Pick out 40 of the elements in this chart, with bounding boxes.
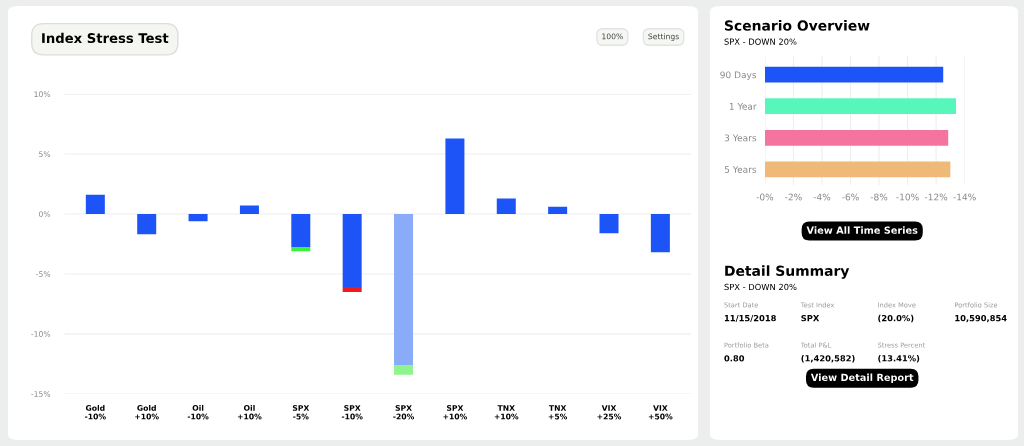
bar: [394, 365, 414, 375]
text: (13.41%): [878, 355, 920, 363]
text: 11/15/2018: [724, 315, 776, 322]
x-tick-label: -2%: [785, 193, 802, 201]
x-tick-label: -0%: [756, 193, 774, 201]
bar: [548, 206, 568, 214]
y-tick-label: 3 Years: [724, 134, 757, 142]
text: SPX: [801, 315, 820, 322]
text: 10,590,854: [955, 315, 1007, 323]
y-tick-label: 5 Years: [724, 166, 757, 173]
x-tick-label: -6%: [842, 193, 859, 201]
text: View Detail Report: [810, 373, 914, 383]
text: 0.80: [724, 355, 745, 362]
text: (20.0%): [878, 314, 914, 323]
y-tick-label: 1 Year: [729, 103, 757, 110]
chart-subtitle: SPX - DOWN 20%: [724, 38, 797, 45]
bar: [291, 213, 311, 248]
text: SPX - DOWN 20%: [724, 283, 797, 291]
y-tick-label: 90 Days: [720, 71, 757, 80]
bar: [394, 213, 414, 366]
bar: [496, 198, 516, 214]
bar: [445, 138, 465, 214]
bar: [137, 213, 157, 235]
bar: [342, 287, 362, 292]
x-tick-label: -4%: [813, 193, 831, 201]
bar: [188, 213, 208, 222]
x-tick-label: -12%: [924, 193, 948, 201]
chart-title: Scenario Overview: [724, 20, 870, 31]
bar: [342, 213, 362, 288]
x-tick-label: -10%: [896, 193, 919, 201]
bar: [599, 213, 619, 234]
bar: [239, 205, 259, 214]
text: (1,420,582): [801, 355, 855, 363]
text: Detail Summary: [725, 265, 850, 279]
x-tick-label: -14%: [953, 193, 976, 201]
bar: [85, 194, 105, 214]
bar: [650, 213, 670, 253]
chart-title: Index Stress Test: [42, 32, 169, 44]
text: View All Time Series: [806, 226, 918, 234]
x-tick-label: -8%: [870, 193, 888, 201]
